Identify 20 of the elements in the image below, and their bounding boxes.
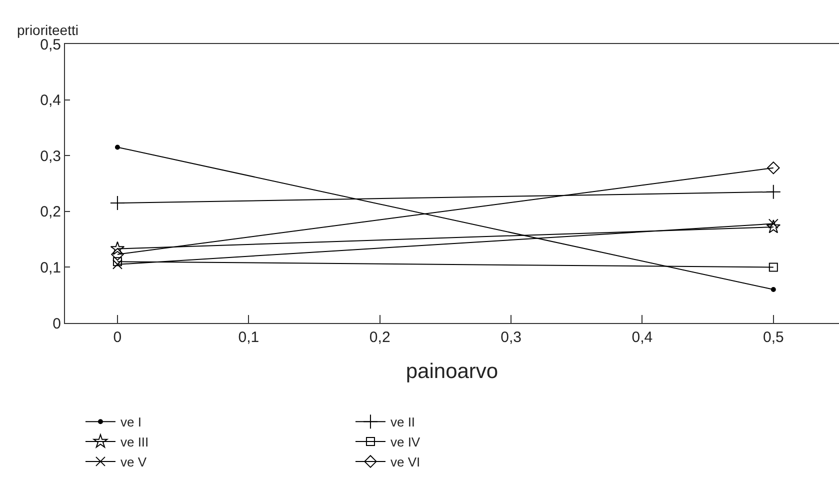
y-axis-title: prioriteetti: [17, 22, 78, 38]
y-tick-label: 0,1: [40, 259, 61, 276]
x-tick-label: 0,3: [500, 329, 522, 346]
legend-label: ve I: [120, 414, 142, 430]
x-tick-label: 0,4: [632, 329, 653, 346]
legend-label: ve VI: [390, 454, 420, 470]
legend-label: ve II: [390, 414, 416, 430]
x-tick-label: 0: [113, 329, 122, 346]
x-tick-label: 0,1: [238, 329, 260, 346]
x-tick-label: 0,2: [369, 329, 390, 346]
y-tick-label: 0: [52, 315, 61, 332]
y-tick-label: 0,4: [40, 92, 61, 110]
y-tick-label: 0,3: [40, 148, 61, 165]
y-tick-label: 0,5: [40, 36, 61, 54]
y-tick-label: 0,2: [40, 204, 61, 221]
x-tick-label: 0,5: [762, 329, 784, 346]
legend-label: ve III: [120, 434, 149, 450]
legend-label: ve IV: [390, 434, 420, 450]
legend-label: ve V: [120, 454, 147, 470]
x-axis-title: painoarvo: [406, 360, 498, 384]
